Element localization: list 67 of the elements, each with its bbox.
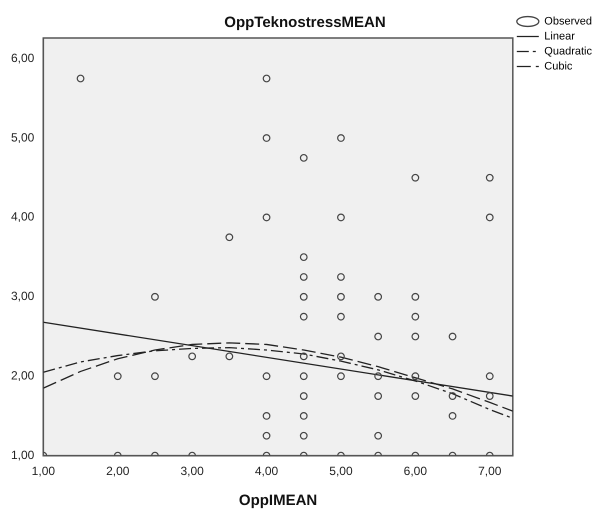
point: [76, 74, 84, 82]
point: [374, 432, 382, 440]
point: [486, 372, 494, 380]
point: [300, 372, 308, 380]
point: [411, 332, 420, 340]
x-tick-label: 3,00: [180, 464, 204, 478]
point: [225, 352, 234, 360]
point: [374, 292, 382, 301]
point: [262, 432, 270, 440]
legend-label: Linear: [544, 30, 576, 43]
y-tick-label: 4,00: [10, 210, 35, 224]
point: [448, 392, 456, 400]
point: [300, 432, 308, 440]
x-tick-label: 2,00: [106, 464, 130, 478]
point: [337, 372, 345, 380]
point: [262, 214, 270, 222]
point: [300, 273, 308, 281]
point: [300, 312, 308, 321]
point: [262, 74, 270, 82]
point: [300, 412, 308, 420]
y-tick-label: 6,00: [10, 50, 35, 65]
chart-title: OppTeknostressMEAN: [224, 14, 386, 32]
point: [300, 392, 308, 400]
point: [300, 154, 308, 162]
x-tick-label: 7,00: [478, 464, 502, 478]
point: [337, 214, 345, 222]
point: [448, 332, 456, 340]
point: [486, 214, 494, 222]
point: [337, 352, 345, 360]
y-tick-label: 1,00: [10, 448, 35, 462]
point: [225, 233, 234, 242]
point: [337, 312, 345, 321]
y-tick-label: 2,00: [10, 368, 35, 383]
point: [300, 292, 308, 301]
y-tick-label: 5,00: [10, 130, 35, 144]
point: [448, 412, 456, 420]
point: [262, 372, 270, 380]
point: [411, 312, 420, 321]
point: [337, 134, 345, 142]
x-tick-label: 4,00: [254, 464, 279, 478]
point: [411, 292, 420, 301]
point: [411, 372, 420, 380]
point: [411, 392, 420, 400]
point: [151, 292, 159, 301]
point: [300, 352, 308, 360]
legend-label: Cubic: [544, 60, 573, 73]
point: [486, 174, 494, 182]
x-axis-title: OppIMEAN: [238, 492, 318, 510]
point: [337, 292, 345, 301]
x-tick-label: 1,00: [32, 464, 56, 478]
point: [337, 273, 345, 281]
point: [411, 174, 420, 182]
x-tick-label: 5,00: [329, 464, 353, 478]
point: [374, 332, 382, 340]
point: [486, 392, 494, 400]
point: [114, 372, 122, 380]
x-tick-label: 6,00: [404, 464, 428, 478]
point: [262, 412, 270, 420]
legend-label: Quadratic: [544, 46, 592, 58]
point: [374, 372, 382, 380]
point: [188, 352, 196, 360]
y-tick-label: 3,00: [10, 289, 35, 304]
point: [300, 253, 308, 262]
point: [374, 392, 382, 400]
legend-label: Observed: [544, 16, 592, 28]
point: [262, 134, 270, 142]
point: [151, 372, 159, 380]
